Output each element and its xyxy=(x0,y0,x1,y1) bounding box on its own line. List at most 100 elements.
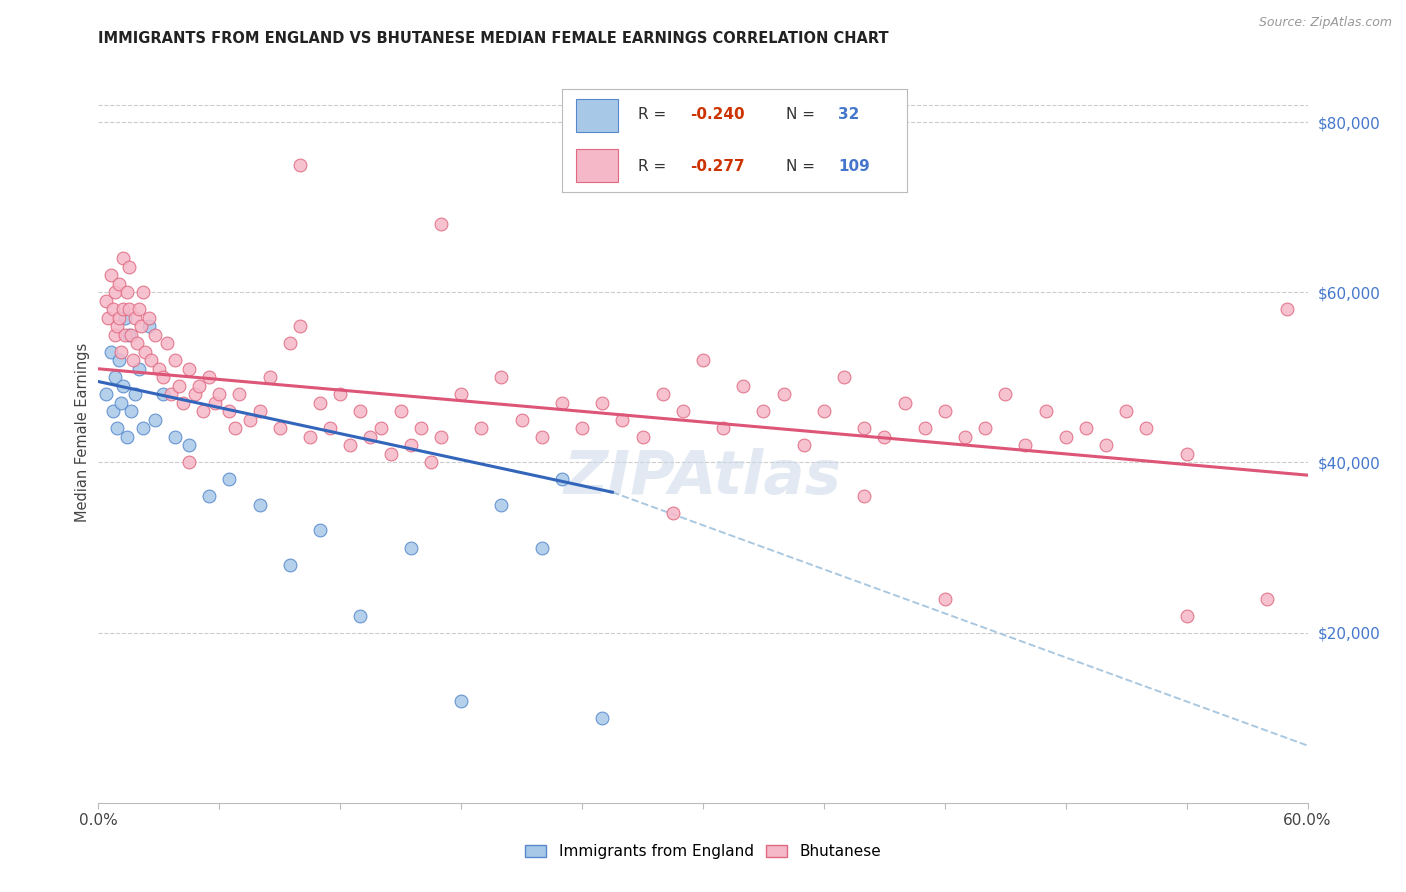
Point xyxy=(1256,591,1278,606)
Point xyxy=(167,379,190,393)
Text: R =: R = xyxy=(638,107,671,122)
Point xyxy=(1115,404,1137,418)
Point xyxy=(118,327,141,342)
Point xyxy=(793,438,815,452)
Point xyxy=(309,396,332,410)
Point xyxy=(450,387,472,401)
Point xyxy=(319,421,342,435)
Point xyxy=(120,404,142,418)
Point xyxy=(974,421,997,435)
Legend: Immigrants from England, Bhutanese: Immigrants from England, Bhutanese xyxy=(519,838,887,865)
Point xyxy=(184,387,207,401)
Point xyxy=(249,498,271,512)
Point xyxy=(96,293,118,308)
Point xyxy=(430,217,453,231)
Point xyxy=(132,285,155,300)
Text: Source: ZipAtlas.com: Source: ZipAtlas.com xyxy=(1258,16,1392,29)
Point xyxy=(172,396,194,410)
Point xyxy=(510,413,533,427)
Point xyxy=(269,421,291,435)
Point xyxy=(1175,608,1198,623)
Point xyxy=(124,387,146,401)
Point xyxy=(491,498,513,512)
Point xyxy=(409,421,432,435)
Text: 109: 109 xyxy=(838,159,870,174)
Point xyxy=(193,404,215,418)
Point xyxy=(772,387,794,401)
Point xyxy=(1277,302,1299,317)
Point xyxy=(139,353,162,368)
Point xyxy=(124,310,146,325)
Point xyxy=(530,430,553,444)
Text: 32: 32 xyxy=(838,107,859,122)
Point xyxy=(114,310,136,325)
Point xyxy=(873,430,896,444)
Point xyxy=(661,507,683,521)
Point xyxy=(107,310,129,325)
Point xyxy=(370,421,392,435)
Point xyxy=(953,430,976,444)
Point xyxy=(692,353,714,368)
Point xyxy=(853,490,876,504)
Point xyxy=(179,361,201,376)
Point xyxy=(893,396,915,410)
Point xyxy=(218,472,240,486)
Point xyxy=(591,396,613,410)
Point xyxy=(143,327,166,342)
Point xyxy=(813,404,835,418)
Point xyxy=(107,277,129,291)
Point xyxy=(118,260,141,274)
Point xyxy=(179,438,201,452)
Point xyxy=(631,430,654,444)
FancyBboxPatch shape xyxy=(576,99,617,132)
Point xyxy=(115,285,138,300)
Point xyxy=(994,387,1017,401)
Text: -0.277: -0.277 xyxy=(690,159,745,174)
Point xyxy=(97,310,120,325)
Point xyxy=(110,344,132,359)
Point xyxy=(103,285,125,300)
Point xyxy=(111,379,134,393)
Point xyxy=(111,302,134,317)
Point xyxy=(278,558,301,572)
Point xyxy=(1175,447,1198,461)
Point xyxy=(114,327,136,342)
Point xyxy=(218,404,240,418)
Text: R =: R = xyxy=(638,159,671,174)
Point xyxy=(128,302,150,317)
Point xyxy=(1074,421,1097,435)
Point xyxy=(132,421,155,435)
Point xyxy=(389,404,412,418)
Point xyxy=(278,336,301,351)
Point xyxy=(934,404,956,418)
Point xyxy=(1035,404,1057,418)
Point xyxy=(110,396,132,410)
Point xyxy=(672,404,695,418)
Point xyxy=(832,370,855,384)
Point xyxy=(163,353,186,368)
Point xyxy=(249,404,271,418)
Text: -0.240: -0.240 xyxy=(690,107,745,122)
Point xyxy=(339,438,361,452)
Point xyxy=(107,353,129,368)
Point xyxy=(138,319,160,334)
Point xyxy=(198,490,221,504)
Point xyxy=(711,421,734,435)
Point xyxy=(309,524,332,538)
Point xyxy=(156,336,179,351)
Point xyxy=(115,430,138,444)
Point xyxy=(101,302,124,317)
Y-axis label: Median Female Earnings: Median Female Earnings xyxy=(75,343,90,522)
Point xyxy=(120,327,142,342)
Point xyxy=(224,421,246,435)
Point xyxy=(612,413,634,427)
Point xyxy=(551,396,574,410)
Point xyxy=(914,421,936,435)
Point xyxy=(420,455,443,469)
Point xyxy=(329,387,352,401)
Point xyxy=(651,387,673,401)
Point xyxy=(103,327,125,342)
Point xyxy=(125,336,148,351)
Point xyxy=(204,396,226,410)
Point xyxy=(129,319,152,334)
